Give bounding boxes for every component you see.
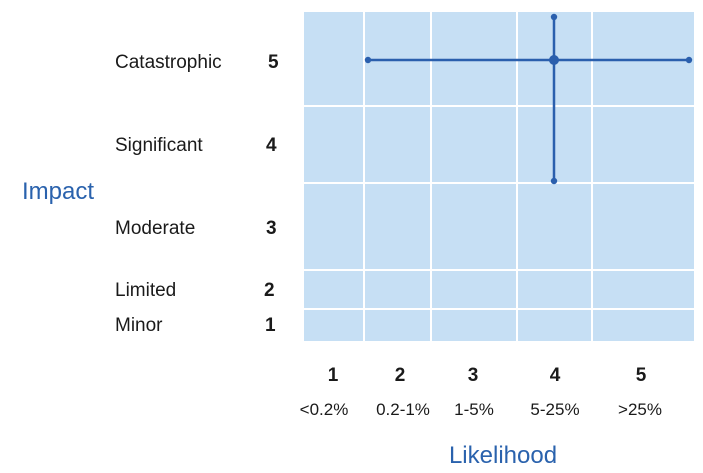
impact-level-score-2: 2 bbox=[264, 280, 275, 301]
impact-level-name-5: Catastrophic bbox=[115, 52, 222, 73]
impact-level-score-5: 5 bbox=[268, 52, 279, 73]
likelihood-level-score-5: 5 bbox=[636, 365, 647, 386]
matrix-grid-lines bbox=[304, 12, 694, 341]
y-axis-title: Impact bbox=[22, 178, 94, 205]
likelihood-level-range-5: >25% bbox=[618, 400, 662, 419]
likelihood-level-range-1: <0.2% bbox=[300, 400, 349, 419]
risk-assessment-marker bbox=[364, 13, 693, 185]
risk-assessment-point bbox=[549, 55, 559, 65]
likelihood-level-score-4: 4 bbox=[550, 365, 561, 386]
likelihood-level-range-4: 5-25% bbox=[530, 400, 579, 419]
likelihood-range-max-cap bbox=[685, 56, 693, 64]
impact-level-score-4: 4 bbox=[266, 135, 277, 156]
likelihood-level-range-2: 0.2-1% bbox=[376, 400, 430, 419]
impact-level-name-2: Limited bbox=[115, 280, 176, 301]
impact-range-min-cap bbox=[550, 177, 558, 185]
likelihood-level-score-2: 2 bbox=[395, 365, 406, 386]
likelihood-range-min-cap bbox=[364, 56, 372, 64]
likelihood-level-range-3: 1-5% bbox=[454, 400, 494, 419]
impact-level-name-4: Significant bbox=[115, 135, 203, 156]
impact-level-name-1: Minor bbox=[115, 315, 163, 336]
x-axis-title: Likelihood bbox=[449, 442, 557, 469]
impact-level-name-3: Moderate bbox=[115, 218, 195, 239]
impact-range-max-cap bbox=[550, 13, 558, 21]
likelihood-level-score-3: 3 bbox=[468, 365, 479, 386]
impact-level-score-1: 1 bbox=[265, 315, 276, 336]
likelihood-level-score-1: 1 bbox=[328, 365, 339, 386]
impact-level-score-3: 3 bbox=[266, 218, 277, 239]
matrix-grid-background bbox=[304, 12, 694, 341]
